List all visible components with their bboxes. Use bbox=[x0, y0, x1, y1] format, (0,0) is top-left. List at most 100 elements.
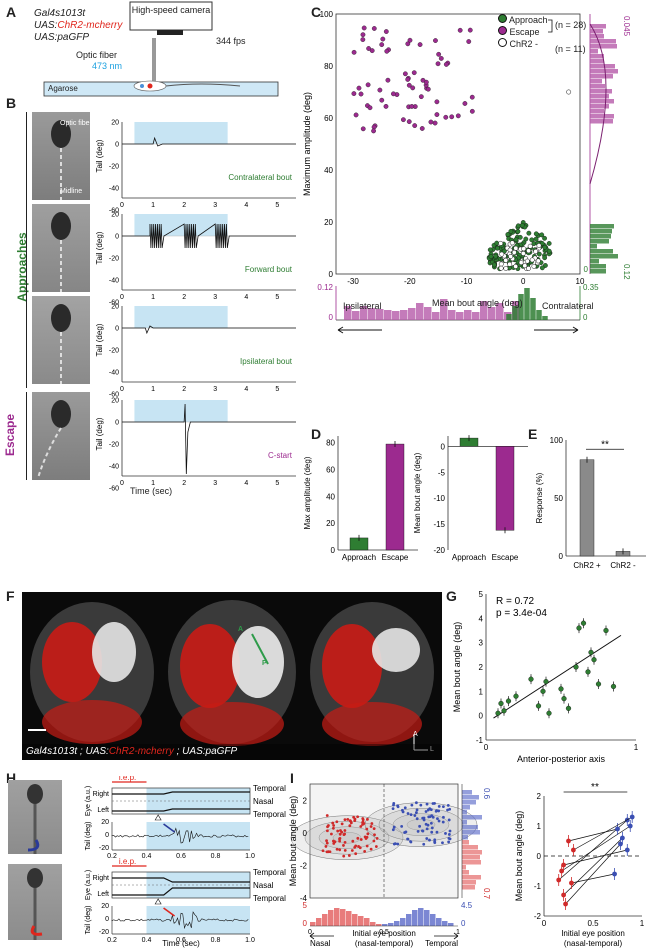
i-point-temporal bbox=[425, 827, 429, 831]
i-point-temporal bbox=[436, 817, 439, 821]
approach-point bbox=[539, 265, 545, 271]
i-point-nasal bbox=[348, 819, 352, 823]
c-ipsi-label: Ipsilateral bbox=[343, 301, 382, 311]
escape-point bbox=[449, 114, 455, 120]
fish-photo-4 bbox=[32, 392, 90, 480]
e-ytick: 0 bbox=[559, 552, 564, 561]
h-xtick: 1.0 bbox=[245, 937, 255, 944]
g-point bbox=[585, 669, 591, 675]
i-point-nasal bbox=[374, 845, 378, 848]
chr2-neg-point bbox=[535, 258, 541, 264]
c-hist-right-top: 0.045 bbox=[622, 16, 631, 37]
i-point-nasal bbox=[343, 818, 347, 822]
h-eye-ylabel: Eye (a.u.) bbox=[85, 870, 92, 900]
fish-tail bbox=[165, 83, 241, 87]
approach-point bbox=[542, 244, 548, 250]
i-point-nasal bbox=[343, 840, 347, 844]
h-tail-stim-1 bbox=[146, 906, 250, 934]
b-xtick: 1 bbox=[151, 480, 155, 487]
i-hist-right-bar bbox=[462, 870, 469, 875]
i-hist-right-bar bbox=[462, 800, 476, 805]
d-right-ytick: 0 bbox=[441, 442, 446, 451]
i-pair-nasal bbox=[563, 901, 568, 907]
i-ytick: 0 bbox=[303, 829, 308, 838]
escape-point bbox=[405, 77, 411, 82]
i-point-nasal bbox=[358, 846, 362, 850]
i-point-nasal bbox=[343, 849, 347, 852]
legend-escape: Escape bbox=[498, 26, 548, 38]
c-hist-right-bar bbox=[590, 74, 613, 79]
trace-label-1: Forward bout bbox=[245, 265, 293, 274]
i-point-temporal bbox=[410, 803, 414, 807]
i-right-xlabel1: Initial eye position bbox=[561, 929, 625, 938]
h-tail-ylabel: Tail (deg) bbox=[85, 822, 92, 851]
escape-point bbox=[438, 56, 444, 61]
b-ytick: -20 bbox=[109, 256, 119, 263]
i-hist-bot-bar bbox=[388, 923, 394, 926]
escape-point bbox=[435, 61, 441, 67]
c-ytick: 60 bbox=[324, 114, 333, 123]
c-hist-bot-bar bbox=[480, 301, 488, 320]
h-temporal-top: Temporal bbox=[253, 784, 286, 793]
chr2-neg-point bbox=[498, 265, 504, 271]
b-ytick: -60 bbox=[109, 486, 119, 493]
i-hist-bot-bar bbox=[442, 921, 448, 926]
b-ylabel: Tail (deg) bbox=[95, 231, 104, 264]
i-hist-right-bar bbox=[462, 850, 482, 855]
i-hist-left: 5 bbox=[303, 901, 308, 910]
chr2-neg-point bbox=[511, 249, 517, 255]
escape-point bbox=[417, 42, 423, 48]
h-xtick: 0.4 bbox=[142, 853, 152, 860]
i-point-nasal bbox=[372, 839, 376, 843]
i-hist-bot-bar bbox=[352, 914, 358, 926]
c-hist-bot-bar bbox=[424, 307, 432, 320]
i-point-nasal bbox=[342, 854, 346, 858]
escape-point bbox=[402, 71, 408, 77]
h-eye-right bbox=[112, 791, 250, 795]
approach-point bbox=[546, 241, 552, 246]
i-point-temporal bbox=[419, 803, 423, 807]
i-point-nasal bbox=[335, 847, 339, 851]
c-hist-right-bottom: 0.12 bbox=[622, 264, 631, 280]
i-xtick: 0 bbox=[308, 929, 312, 936]
d-right-ytick: -10 bbox=[433, 494, 445, 503]
i-point-temporal bbox=[430, 826, 434, 830]
c-hist-bot-bar bbox=[536, 310, 542, 320]
escape-point bbox=[365, 82, 371, 88]
c-xtick: -10 bbox=[461, 277, 473, 286]
i-pair-nasal bbox=[571, 847, 576, 853]
genotype-line1: Gal4s1013t bbox=[34, 8, 86, 19]
light-stim-2 bbox=[134, 306, 228, 328]
c-hist-bot-left-zero: 0 bbox=[329, 313, 334, 322]
chr2-neg-point bbox=[513, 245, 519, 251]
i-pair-nasal bbox=[569, 880, 574, 886]
i-point-nasal bbox=[351, 839, 355, 843]
d-right-ytick: -15 bbox=[433, 520, 445, 529]
escape-point bbox=[356, 85, 362, 91]
approach-point bbox=[542, 255, 548, 261]
i-hist-bot-bar bbox=[328, 910, 334, 926]
b-ytick: 0 bbox=[115, 234, 119, 241]
c-hist-bot-bar bbox=[456, 312, 464, 320]
d-left-ytick: 80 bbox=[326, 439, 335, 448]
panel-label-c: C bbox=[311, 4, 322, 20]
c-hist-right-bar bbox=[590, 84, 605, 89]
c-ytick: 20 bbox=[324, 218, 333, 227]
i-xlabel1: Initial eye position bbox=[352, 929, 416, 938]
h-temporal-bot: Temporal bbox=[253, 894, 286, 903]
c-hist-right-bar bbox=[590, 264, 606, 269]
group-escape: Escape bbox=[3, 413, 17, 457]
chr2-neg-point bbox=[566, 89, 572, 95]
g-ytick: -1 bbox=[476, 736, 484, 745]
i-nasal: Nasal bbox=[310, 939, 331, 948]
chr2-neg-point bbox=[518, 260, 524, 266]
i-ytick: -4 bbox=[300, 894, 308, 903]
d-left-bar-1 bbox=[385, 443, 405, 551]
b-ytick: -60 bbox=[109, 300, 119, 307]
escape-point bbox=[436, 51, 442, 57]
chr2-neg-point bbox=[524, 258, 530, 264]
i-hist-right-bar bbox=[462, 790, 472, 795]
i-point-nasal bbox=[365, 827, 369, 831]
